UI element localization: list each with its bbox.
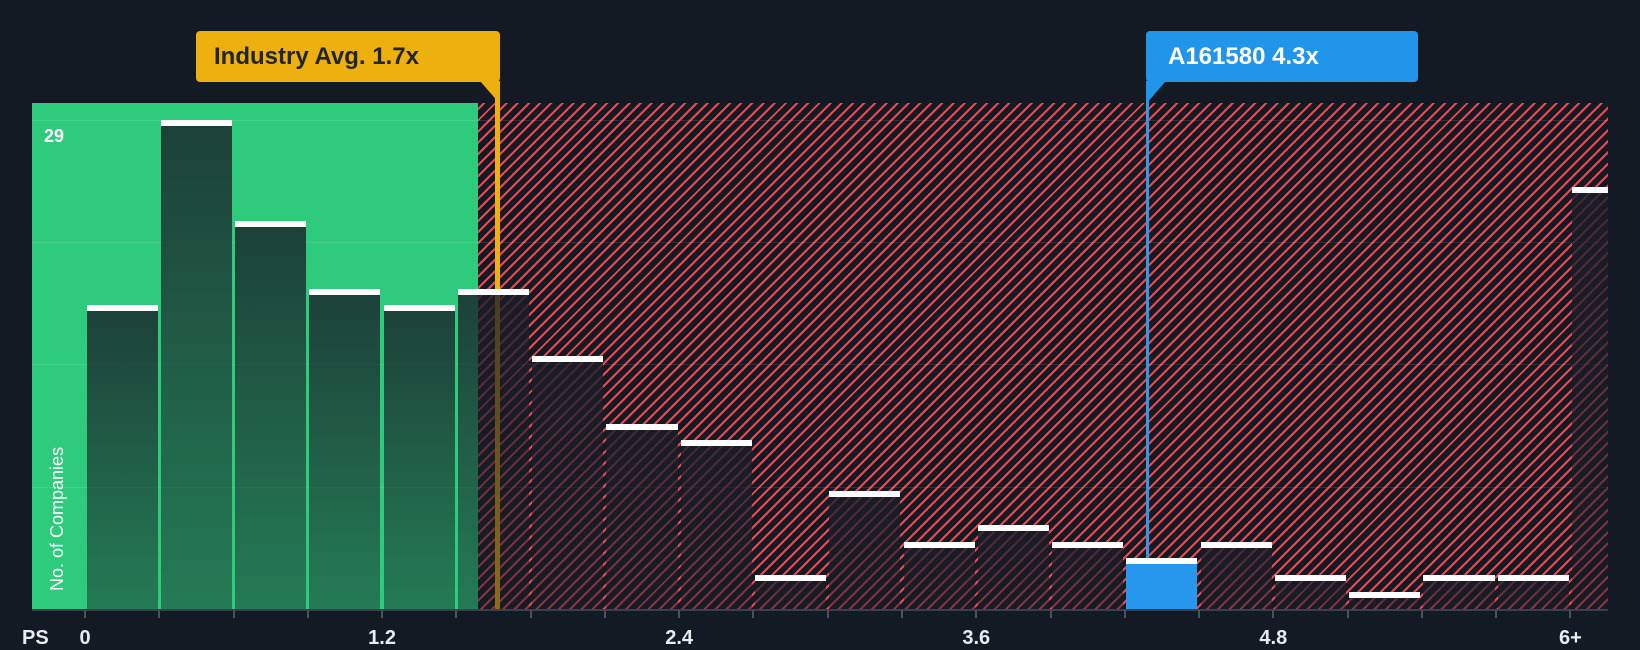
histogram-bar[interactable] [977, 524, 1049, 609]
x-tick [1420, 610, 1423, 618]
histogram-bar[interactable] [1423, 575, 1495, 609]
bar-top-cap [680, 440, 752, 447]
bar-top-cap [235, 221, 307, 228]
industry-avg-callout: Industry Avg. 1.7x [196, 31, 500, 82]
bar-top-cap [1274, 575, 1346, 582]
histogram-bar[interactable] [1052, 541, 1124, 609]
histogram-bar[interactable] [680, 440, 752, 609]
x-tick [603, 610, 606, 618]
y-axis-title: No. of Companies [47, 446, 67, 591]
x-tick [381, 610, 384, 618]
bar-top-cap [1423, 575, 1495, 582]
histogram-bar[interactable] [309, 288, 381, 609]
x-tick [826, 610, 829, 618]
company-callout-pointer-icon [1146, 81, 1166, 104]
histogram-bar[interactable] [829, 490, 901, 609]
histogram-bar[interactable] [606, 423, 678, 609]
bar-top-cap [1052, 541, 1124, 548]
x-tick [1198, 610, 1201, 618]
bar-top-cap [977, 524, 1049, 531]
x-tick [158, 610, 161, 618]
histogram-bar[interactable] [160, 120, 232, 609]
x-tick-label: 6+ [1558, 627, 1582, 649]
x-tick [752, 610, 755, 618]
company-callout-label: A161580 4.3x [1168, 42, 1319, 70]
x-tick-label: 4.8 [1259, 627, 1288, 649]
x-tick [529, 610, 532, 618]
bar-top-cap [1497, 575, 1569, 582]
histogram-bar[interactable] [1274, 575, 1346, 609]
x-tick [1569, 610, 1572, 618]
x-tick [1346, 610, 1349, 618]
company-marker-line [1146, 82, 1149, 558]
x-tick [1272, 610, 1275, 618]
bar-top-cap [160, 120, 232, 126]
gridline [32, 486, 1608, 488]
x-tick [1123, 610, 1126, 618]
x-axis-line [32, 609, 1608, 611]
company-callout: A161580 4.3x [1146, 31, 1418, 82]
x-tick-label: 3.6 [962, 627, 991, 649]
gridline [32, 364, 1608, 366]
bar-top-cap [829, 490, 901, 497]
histogram-bar[interactable] [755, 575, 827, 609]
x-tick-label: 1.2 [368, 627, 396, 649]
bar-top-cap [86, 305, 158, 312]
histogram-bar[interactable] [457, 288, 529, 609]
histogram-bar[interactable] [383, 305, 455, 609]
bar-top-cap [1349, 592, 1421, 599]
bar-top-cap [309, 288, 381, 295]
x-tick-label: 2.4 [665, 627, 694, 649]
histogram-bar[interactable] [1572, 187, 1608, 609]
histogram-bar[interactable] [532, 356, 604, 609]
x-tick [232, 610, 235, 618]
bar-top-cap [457, 288, 529, 295]
bar-top-cap [383, 305, 455, 312]
x-tick [678, 610, 681, 618]
x-tick [306, 610, 309, 618]
x-tick [975, 610, 978, 618]
industry-avg-callout-pointer-icon [480, 81, 500, 104]
gridline [32, 242, 1608, 244]
histogram-bar[interactable] [1200, 541, 1272, 609]
x-axis-unit-label: PS [22, 627, 49, 649]
bar-top-cap [755, 575, 827, 582]
histogram-bar[interactable] [1497, 575, 1569, 609]
x-tick-label: 0 [79, 627, 91, 649]
histogram-bar[interactable] [1349, 592, 1421, 609]
bar-top-cap [606, 423, 678, 430]
x-tick [84, 610, 86, 618]
bar-top-cap [903, 541, 975, 548]
histogram-bar[interactable] [235, 221, 307, 609]
bar-top-cap [532, 356, 604, 363]
x-tick [1495, 610, 1498, 618]
y-max-label: 29 [44, 126, 65, 146]
bar-top-cap [1200, 541, 1272, 548]
company-bar[interactable] [1126, 558, 1198, 609]
bar-top-cap [1126, 558, 1198, 565]
histogram-bar[interactable] [86, 305, 158, 609]
bar-top-cap [1572, 187, 1608, 194]
x-tick [900, 610, 903, 618]
x-tick [1049, 610, 1052, 618]
gridline [32, 120, 1608, 121]
industry-avg-callout-label: Industry Avg. 1.7x [214, 42, 419, 70]
histogram-bar[interactable] [903, 541, 975, 609]
x-tick [455, 610, 458, 618]
